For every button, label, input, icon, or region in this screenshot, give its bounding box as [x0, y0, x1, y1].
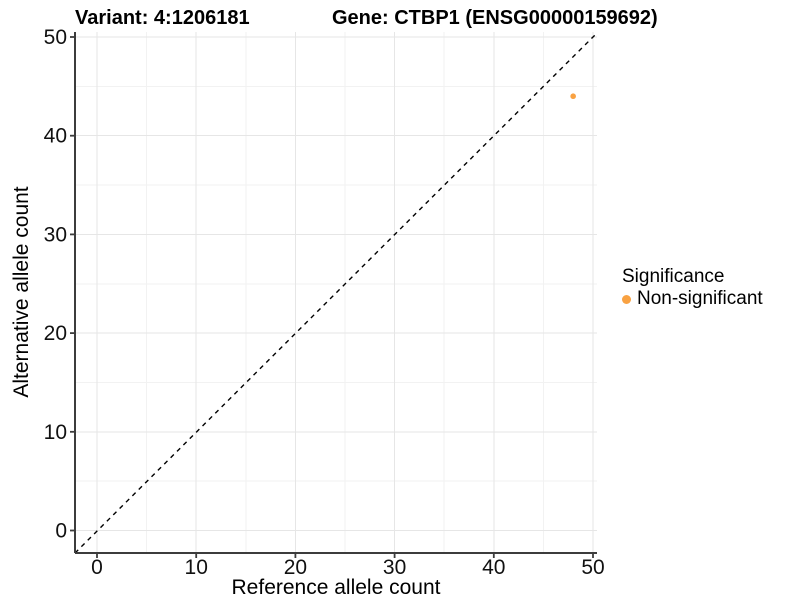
x-tick-label: 30 — [383, 556, 406, 579]
x-tick-label: 50 — [581, 556, 604, 579]
x-tick-label: 0 — [91, 556, 103, 579]
x-tick-label: 40 — [482, 556, 505, 579]
data-point-non-significant — [570, 93, 576, 100]
y-tick-label: 40 — [44, 125, 67, 148]
y-axis-label: Alternative allele count — [10, 186, 33, 398]
x-axis-label: Reference allele count — [231, 576, 441, 599]
legend-point-icon — [622, 294, 631, 304]
x-tick-label: 10 — [185, 556, 208, 579]
legend-item-non-significant: Non-significant — [620, 288, 763, 310]
plot-title-variant: Variant: 4:1206181 — [75, 7, 250, 29]
y-tick-label: 50 — [44, 26, 67, 49]
plot-title-gene: Gene: CTBP1 (ENSG00000159692) — [332, 7, 658, 29]
y-tick-label: 20 — [44, 322, 67, 345]
legend-item-label: Non-significant — [637, 288, 763, 309]
y-tick-label: 30 — [44, 223, 67, 246]
legend-title: Significance — [622, 266, 725, 287]
y-tick-label: 10 — [44, 421, 67, 444]
identity-dashed-line — [74, 32, 598, 554]
x-tick-label: 20 — [284, 556, 307, 579]
legend: Significance Non-significant — [620, 265, 763, 310]
y-tick-label: 0 — [55, 520, 67, 543]
